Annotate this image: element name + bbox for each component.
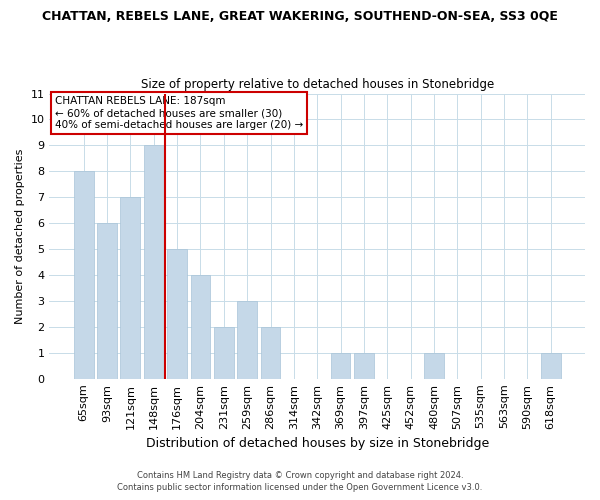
Text: Contains HM Land Registry data © Crown copyright and database right 2024.
Contai: Contains HM Land Registry data © Crown c…: [118, 471, 482, 492]
Bar: [97, 223, 117, 379]
Bar: [424, 353, 444, 379]
Bar: [121, 198, 140, 379]
Bar: [191, 275, 211, 379]
Bar: [354, 353, 374, 379]
Bar: [237, 301, 257, 379]
Text: CHATTAN, REBELS LANE, GREAT WAKERING, SOUTHEND-ON-SEA, SS3 0QE: CHATTAN, REBELS LANE, GREAT WAKERING, SO…: [42, 10, 558, 23]
Title: Size of property relative to detached houses in Stonebridge: Size of property relative to detached ho…: [140, 78, 494, 91]
Bar: [167, 249, 187, 379]
Bar: [214, 327, 234, 379]
Text: CHATTAN REBELS LANE: 187sqm
← 60% of detached houses are smaller (30)
40% of sem: CHATTAN REBELS LANE: 187sqm ← 60% of det…: [55, 96, 303, 130]
X-axis label: Distribution of detached houses by size in Stonebridge: Distribution of detached houses by size …: [146, 437, 489, 450]
Bar: [260, 327, 280, 379]
Bar: [541, 353, 560, 379]
Y-axis label: Number of detached properties: Number of detached properties: [15, 148, 25, 324]
Bar: [331, 353, 350, 379]
Bar: [74, 172, 94, 379]
Bar: [144, 146, 164, 379]
